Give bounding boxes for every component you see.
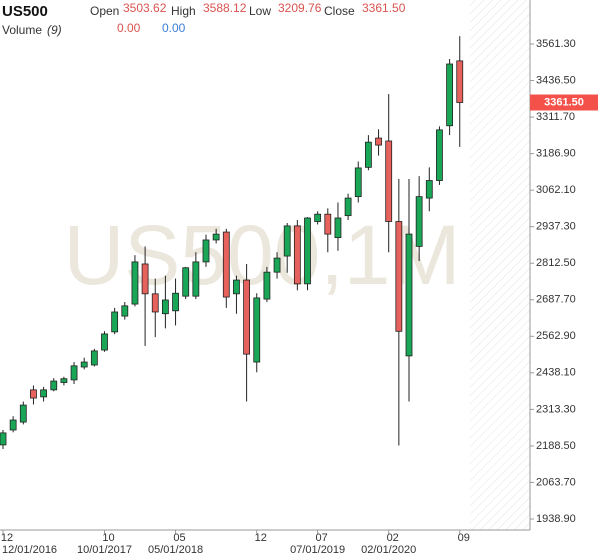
- low-name: Low: [249, 4, 271, 18]
- candle-body: [425, 180, 433, 199]
- candle-body: [314, 213, 322, 222]
- candle-body: [233, 279, 240, 295]
- candle-body: [334, 217, 342, 239]
- symbol: US500: [2, 3, 48, 20]
- open-value: 3503.62: [123, 1, 167, 15]
- y-tick-label: 2313.30: [536, 403, 576, 415]
- candle-body: [121, 305, 129, 317]
- candle-body: [415, 196, 423, 247]
- candle-body: [436, 129, 443, 181]
- x-tick-label: 07: [316, 532, 328, 544]
- high-name: High: [171, 4, 196, 18]
- candle-body: [304, 217, 311, 285]
- candle-body: [253, 297, 261, 363]
- close-name: Close: [324, 4, 355, 18]
- candle-body: [90, 350, 98, 366]
- candle-body: [192, 261, 200, 297]
- candle-body: [222, 231, 230, 298]
- candle-body: [212, 233, 220, 241]
- candle-body: [283, 225, 291, 257]
- volume-name: Volume: [2, 23, 42, 37]
- y-tick-label: 3561.30: [536, 38, 576, 50]
- candle-body: [70, 365, 78, 381]
- y-tick-label: 2438.10: [536, 367, 576, 379]
- x-tick-label: 02: [387, 532, 399, 544]
- y-tick-label: 3062.10: [536, 184, 576, 196]
- y-tick-label: 2687.70: [536, 294, 576, 306]
- candle-body: [364, 141, 372, 168]
- x-tick-label: 05: [173, 532, 185, 544]
- candle-body: [446, 63, 454, 127]
- candle-body: [0, 432, 7, 446]
- candle-body: [80, 361, 88, 368]
- plot: [0, 36, 464, 449]
- last-price-label: 3361.50: [544, 96, 584, 108]
- y-tick-label: 2188.50: [536, 440, 576, 452]
- candle-body: [243, 279, 251, 355]
- candle-body: [385, 140, 393, 222]
- x-tick-label: 09: [458, 532, 470, 544]
- candle-body: [131, 261, 139, 305]
- watermark: US500,1M: [64, 208, 461, 302]
- candle-body: [182, 267, 190, 297]
- x-date-label: 12/01/2016: [2, 544, 57, 556]
- x-date-label: 07/01/2019: [290, 544, 345, 556]
- y-tick-label: 2937.30: [536, 221, 576, 233]
- candle-body: [405, 233, 413, 357]
- candle-body: [60, 378, 68, 383]
- x-tick-label: 12: [255, 532, 267, 544]
- candle-body: [395, 221, 403, 332]
- x-tick-label: 10: [102, 532, 114, 544]
- high-value: 3588.12: [203, 1, 247, 15]
- candle-body: [354, 167, 362, 198]
- candle-body: [293, 225, 301, 285]
- close-value: 3361.50: [362, 1, 406, 15]
- candle-body: [375, 137, 382, 146]
- x-date-label: 02/01/2020: [361, 544, 416, 556]
- open-name: Open: [90, 4, 119, 18]
- candle-body: [344, 197, 352, 217]
- candle-body: [9, 419, 17, 431]
- candle-body: [263, 271, 271, 300]
- future-area: [470, 0, 530, 530]
- volume-value: 0.00: [117, 21, 141, 35]
- candle-body: [141, 263, 149, 295]
- x-date-label: 10/01/2017: [77, 544, 132, 556]
- x-date-label: 05/01/2018: [148, 544, 203, 556]
- candle-body: [101, 333, 108, 351]
- candle-body: [161, 299, 169, 315]
- candle-body: [324, 213, 332, 235]
- volume-param: (9): [47, 23, 62, 37]
- candle-body: [273, 257, 281, 273]
- candle-body: [172, 292, 179, 312]
- y-tick-label: 3311.70: [536, 111, 575, 123]
- y-tick-label: 3186.90: [536, 148, 576, 160]
- y-tick-label: 2812.50: [536, 257, 576, 269]
- y-tick-label: 2562.90: [536, 330, 576, 342]
- candle-body: [111, 311, 119, 333]
- y-tick-label: 2063.70: [536, 476, 576, 488]
- candle-body: [30, 389, 37, 399]
- last-price-tag: [530, 94, 598, 111]
- candle-body: [19, 404, 27, 423]
- low-value: 3209.76: [278, 1, 322, 15]
- candle-body: [456, 60, 464, 103]
- y-tick-label: 1938.90: [536, 513, 576, 525]
- candle-body: [202, 239, 210, 263]
- y-tick-label: 3436.50: [536, 74, 576, 86]
- candle-body: [40, 389, 47, 398]
- candle-body: [50, 380, 58, 391]
- x-tick-label: 12: [1, 532, 13, 544]
- candle-body: [151, 293, 159, 313]
- volume-value: 0.00: [162, 21, 186, 35]
